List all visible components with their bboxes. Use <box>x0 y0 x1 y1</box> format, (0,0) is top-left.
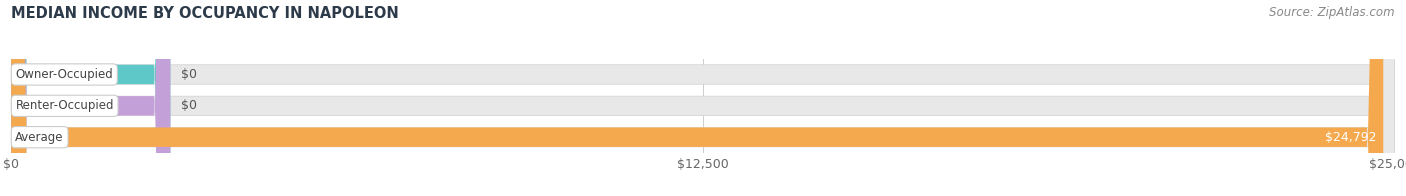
Bar <box>11 90 1395 122</box>
FancyBboxPatch shape <box>11 0 1395 196</box>
Text: Renter-Occupied: Renter-Occupied <box>15 99 114 112</box>
Text: Average: Average <box>15 131 63 144</box>
Text: $24,792: $24,792 <box>1324 131 1376 144</box>
Bar <box>11 59 1395 90</box>
FancyBboxPatch shape <box>11 0 170 196</box>
Text: $0: $0 <box>181 68 197 81</box>
Text: Source: ZipAtlas.com: Source: ZipAtlas.com <box>1270 6 1395 19</box>
Text: MEDIAN INCOME BY OCCUPANCY IN NAPOLEON: MEDIAN INCOME BY OCCUPANCY IN NAPOLEON <box>11 6 399 21</box>
FancyBboxPatch shape <box>11 0 1384 196</box>
FancyBboxPatch shape <box>11 0 1395 196</box>
Bar <box>11 122 1395 153</box>
Text: Owner-Occupied: Owner-Occupied <box>15 68 112 81</box>
FancyBboxPatch shape <box>11 0 170 196</box>
FancyBboxPatch shape <box>11 0 1395 196</box>
Text: $0: $0 <box>181 99 197 112</box>
